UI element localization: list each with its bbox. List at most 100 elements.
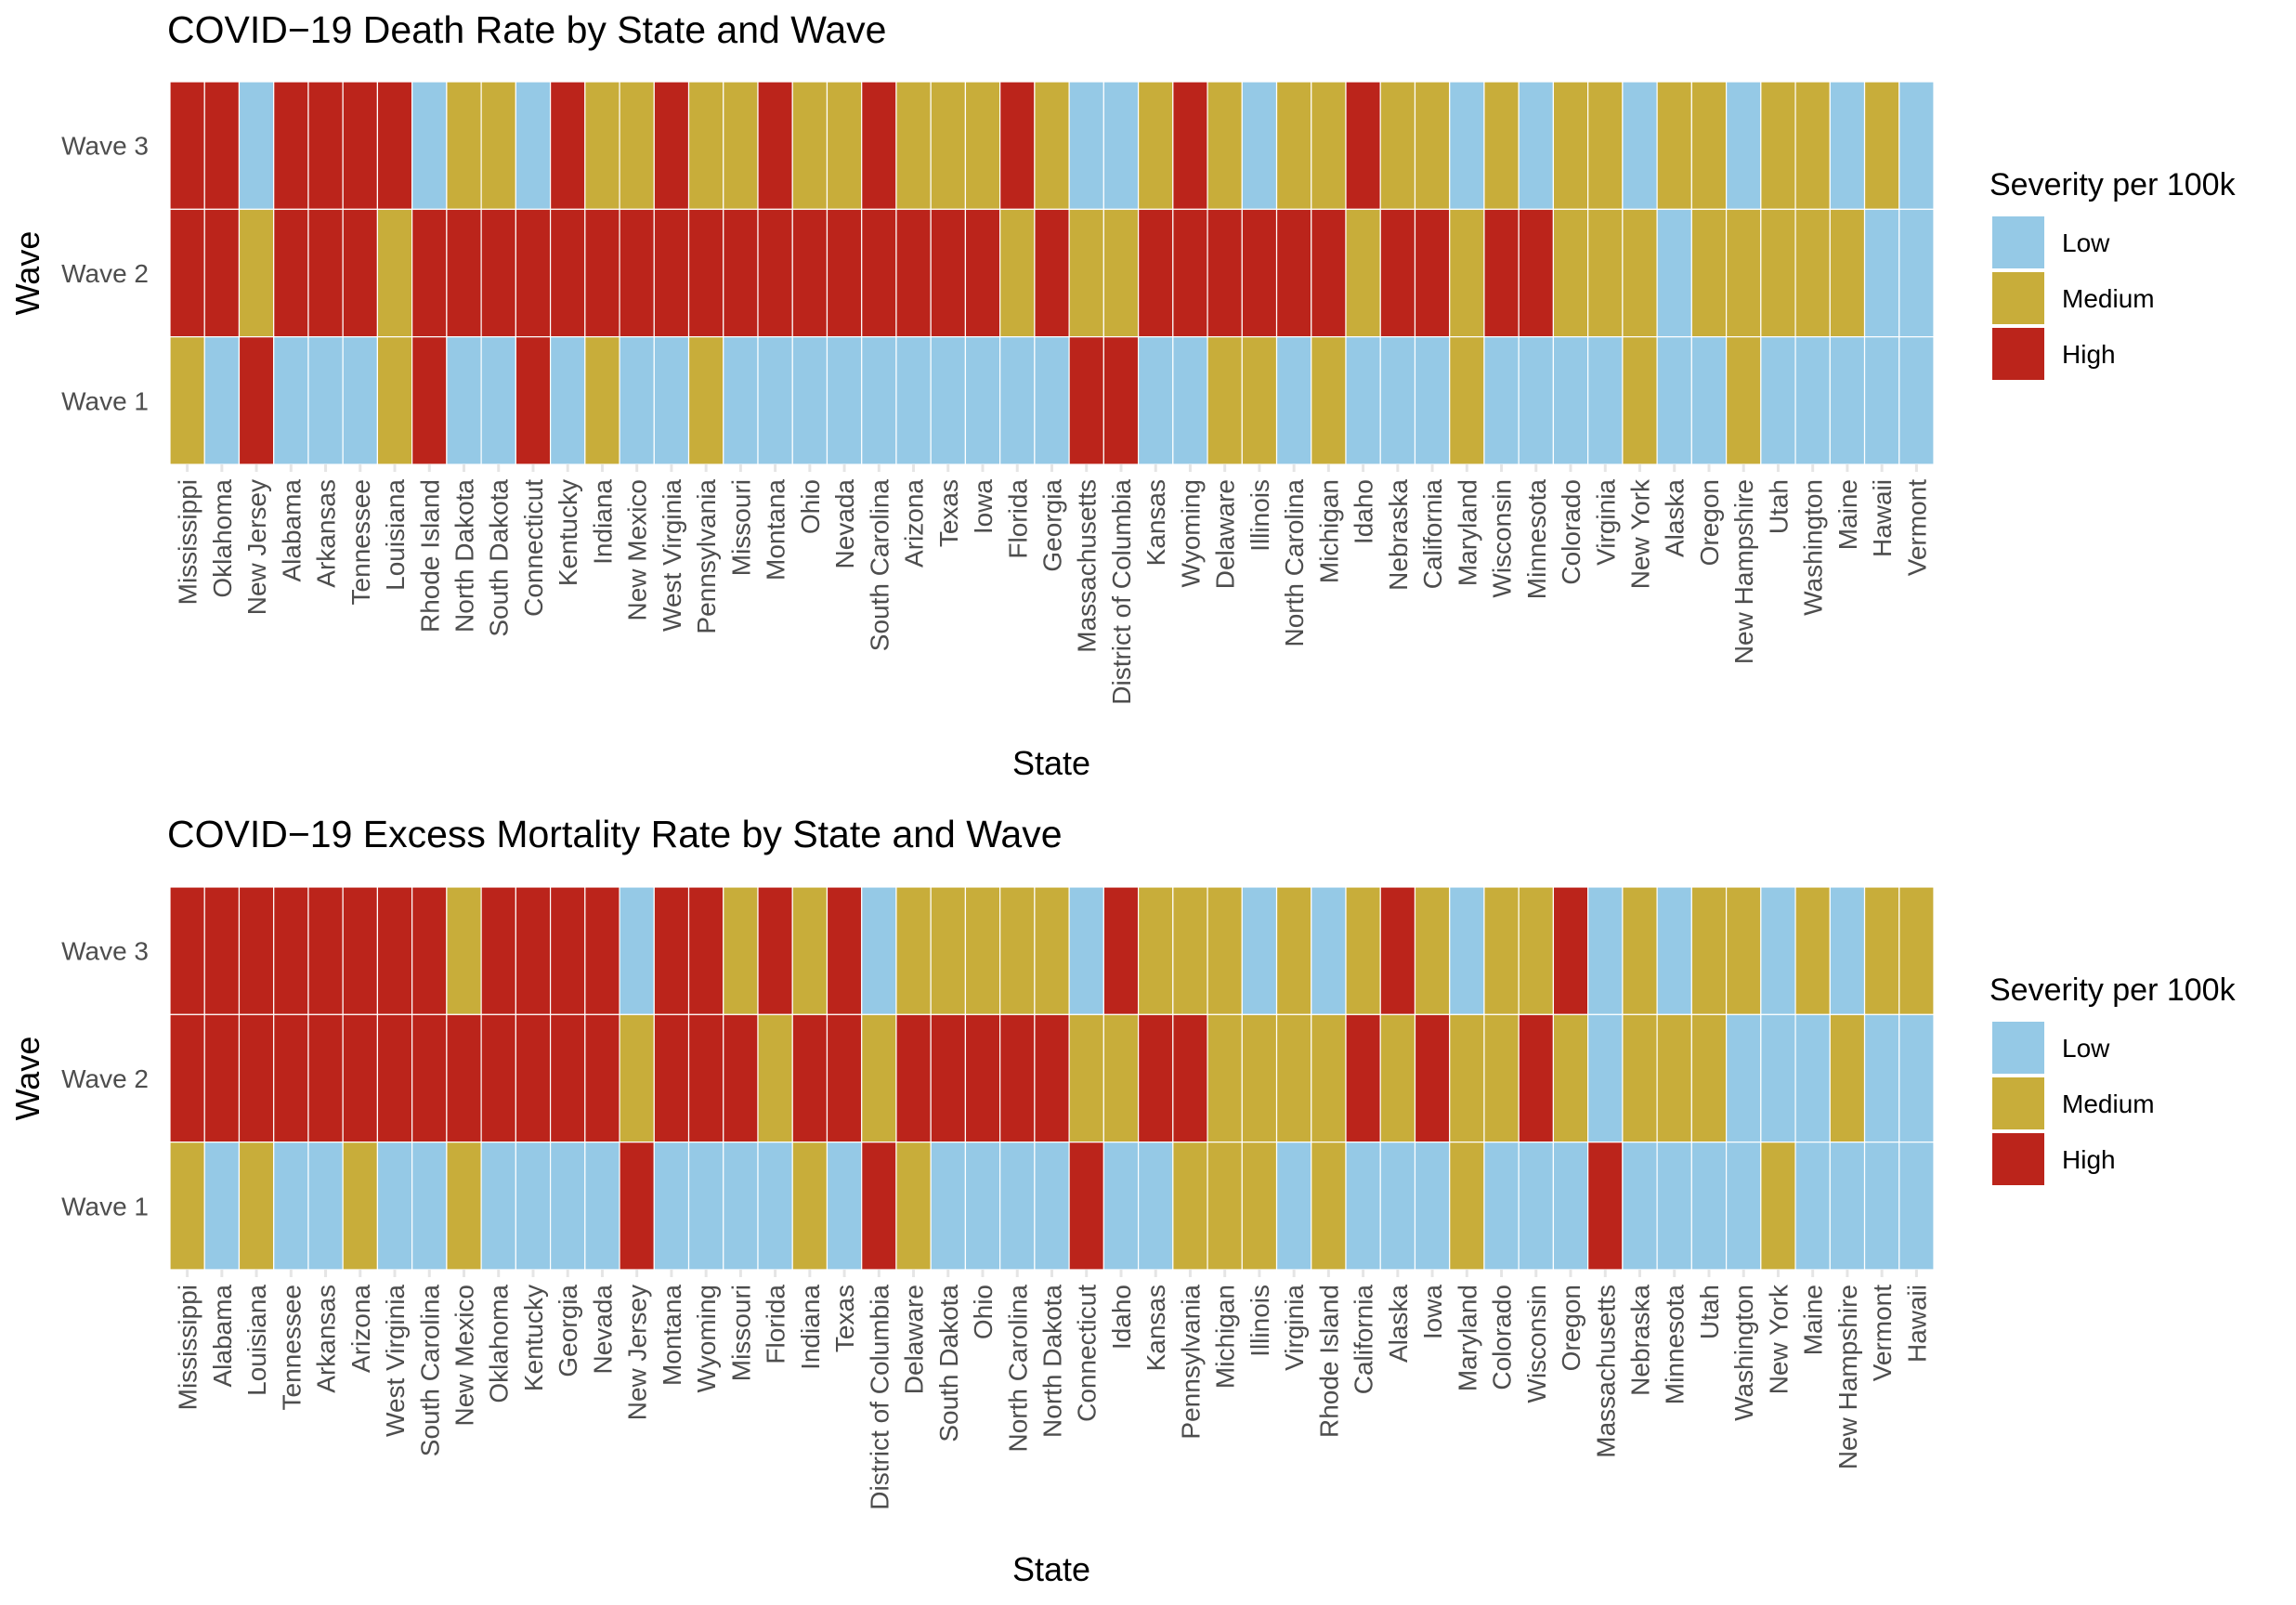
x-tick-label: Ohio (796, 479, 825, 534)
heatmap-cell (342, 1013, 379, 1143)
x-tick-label: District of Columbia (865, 1285, 894, 1510)
heatmap-cell (1102, 336, 1140, 465)
heatmap-cell (1034, 886, 1070, 1015)
heatmap-cell (861, 886, 897, 1015)
x-tick-label: Idaho (1350, 479, 1378, 544)
heatmap-cell (376, 208, 413, 338)
heatmap-cell (549, 1013, 586, 1143)
y-tick-label: Wave 3 (61, 132, 149, 161)
heatmap-cell (376, 1142, 413, 1271)
heatmap-cell (549, 336, 586, 465)
x-tick-label: Utah (1695, 1285, 1724, 1339)
heatmap-cell (1863, 336, 1900, 465)
legend-swatch (1992, 272, 2044, 324)
heatmap-cell (515, 1142, 552, 1271)
heatmap-cell (1829, 208, 1866, 338)
x-tick-label: Vermont (1868, 1285, 1897, 1381)
heatmap-cell (1518, 81, 1555, 210)
x-tick-label: North Dakota (450, 479, 479, 633)
heatmap-cell (1483, 886, 1520, 1015)
x-tick-labels: Mississippi Oklahoma New Jersey Alabama Arka… (174, 464, 1931, 705)
heatmap-cell (480, 208, 516, 338)
x-tick-label: Alaska (1384, 1285, 1413, 1363)
heatmap-cell (1587, 81, 1624, 210)
heatmap-cell (515, 336, 552, 465)
heatmap-cell (238, 886, 275, 1015)
x-tick-label: Missouri (726, 479, 755, 576)
x-tick-label: Michigan (1314, 479, 1343, 583)
y-axis-title: Wave (8, 231, 46, 316)
legend-title: Severity per 100k (1989, 972, 2237, 1008)
heatmap-cell (169, 336, 205, 465)
heatmap-cell (1518, 208, 1555, 338)
x-tick-label: Tennessee (346, 479, 375, 605)
y-tick-labels: Wave 3 Wave 2 Wave 1 (61, 937, 149, 1221)
heatmap-cell (895, 1013, 932, 1143)
heatmap-cell (1068, 81, 1104, 210)
x-tick-label: Utah (1764, 479, 1793, 534)
heatmap-cell (411, 1013, 448, 1143)
heatmap-cell (1622, 208, 1658, 338)
heatmap-cell (1690, 81, 1728, 210)
heatmap-cell (446, 208, 482, 338)
y-tick-label: Wave 1 (61, 1192, 149, 1220)
heatmap-cell (826, 81, 863, 210)
heatmap-cell (411, 336, 448, 465)
heatmap-cell (1518, 1142, 1555, 1271)
heatmap-cell (757, 208, 793, 338)
heatmap-cell (1275, 1013, 1312, 1143)
heatmap-cell (203, 81, 241, 210)
x-tick-label: Indiana (588, 479, 617, 565)
heatmap-cell (687, 1013, 724, 1143)
heatmap-cell (1414, 208, 1451, 338)
heatmap-cell (1863, 1013, 1900, 1143)
heatmap-cells (169, 81, 1935, 465)
x-tick-label: Maryland (1453, 479, 1481, 586)
heatmap-cell (757, 1013, 793, 1143)
x-tick-label: South Carolina (415, 1285, 444, 1457)
x-tick-label: New Mexico (450, 1285, 479, 1426)
heatmap-cell (791, 336, 828, 465)
heatmap-cell (446, 81, 482, 210)
heatmap-cell (1829, 81, 1866, 210)
x-tick-label: Washington (1799, 479, 1828, 616)
heatmap-cell (687, 1142, 724, 1271)
x-tick-label: Rhode Island (1314, 1285, 1343, 1438)
x-tick-label: Montana (762, 479, 790, 581)
heatmap-cell (930, 208, 967, 338)
heatmap-cell (1311, 208, 1347, 338)
heatmap-cell (238, 81, 275, 210)
heatmap-cell (895, 208, 932, 338)
heatmap-cell (549, 208, 586, 338)
heatmap-cell (895, 336, 932, 465)
heatmap-cell (1552, 886, 1589, 1015)
heatmap-cell (376, 886, 413, 1015)
x-tick-label: California (1418, 479, 1447, 590)
heatmap-cell (273, 886, 309, 1015)
x-tick-label: Louisiana (381, 479, 410, 591)
heatmap-cell (1207, 81, 1243, 210)
heatmap-cell (1137, 336, 1174, 465)
heatmap-cell (238, 1013, 275, 1143)
heatmap-cell (930, 886, 967, 1015)
heatmap-cell (999, 1013, 1036, 1143)
heatmap-cell (1275, 336, 1312, 465)
heatmap-cell (307, 1013, 344, 1143)
x-tick-label: Tennessee (277, 1285, 306, 1410)
heatmap-cell (653, 1013, 690, 1143)
heatmap-cell (1137, 886, 1174, 1015)
legend-swatch (1992, 1133, 2044, 1185)
heatmap-cell (1102, 1142, 1140, 1271)
heatmap-cell (203, 208, 241, 338)
heatmap-cell (1794, 81, 1831, 210)
legend: Severity per 100k Low Medium High (1989, 167, 2237, 380)
heatmap-cell (1449, 886, 1485, 1015)
heatmap-cell (1483, 81, 1520, 210)
heatmap-cell (895, 1142, 932, 1271)
excess-mortality-panel: COVID−19 Excess Mortality Rate by State … (8, 813, 2237, 1588)
heatmap-cell (1518, 336, 1555, 465)
x-tick-label: Missouri (726, 1285, 755, 1381)
legend-label: High (2062, 340, 2116, 369)
heatmap-cell (1311, 886, 1347, 1015)
heatmap-cell (1379, 1013, 1416, 1143)
